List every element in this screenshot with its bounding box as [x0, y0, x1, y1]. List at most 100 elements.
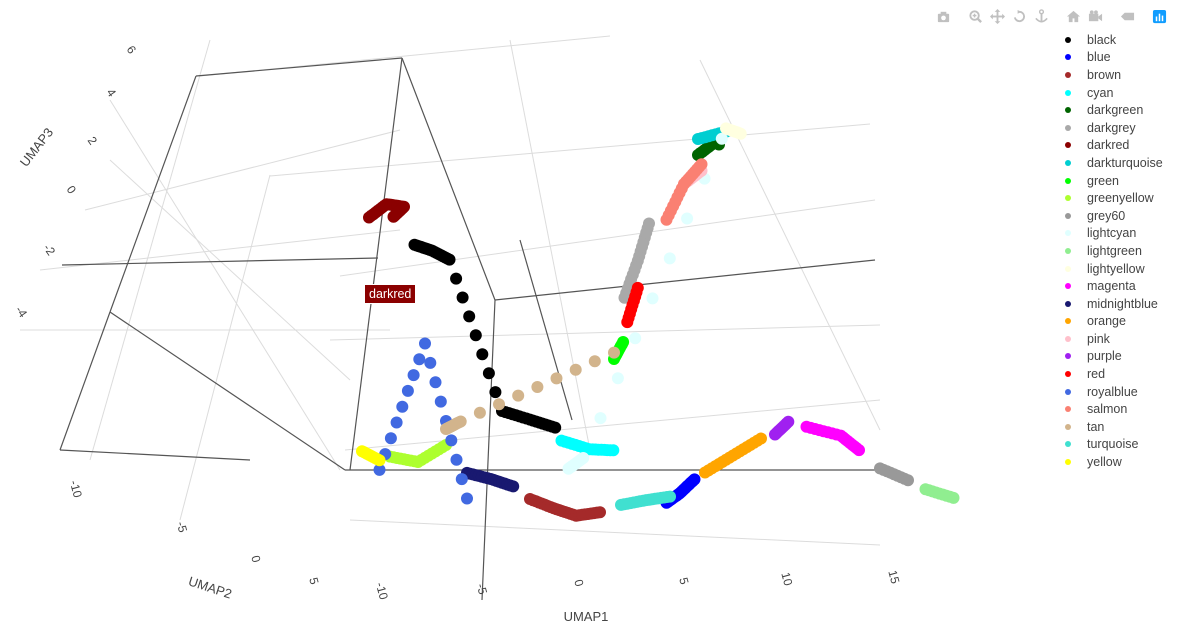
- reset-camera-button[interactable]: [1063, 6, 1083, 26]
- point-royalblue[interactable]: [455, 473, 468, 486]
- point-tan[interactable]: [512, 389, 525, 402]
- point-darkred[interactable]: [387, 210, 400, 223]
- legend-item-cyan[interactable]: cyan: [1062, 84, 1172, 102]
- point-black[interactable]: [463, 310, 476, 323]
- legend-item-turquoise[interactable]: turquoise: [1062, 436, 1172, 454]
- point-royalblue[interactable]: [461, 492, 473, 505]
- legend-item-lightcyan[interactable]: lightcyan: [1062, 225, 1172, 243]
- point-royalblue[interactable]: [445, 434, 458, 447]
- point-black[interactable]: [482, 367, 495, 380]
- last-saved-view-button[interactable]: [1085, 6, 1105, 26]
- point-royalblue[interactable]: [401, 384, 414, 397]
- point-lightcyan[interactable]: [663, 252, 676, 265]
- point-darkgrey[interactable]: [643, 217, 655, 230]
- point-tan[interactable]: [493, 398, 505, 411]
- legend-item-salmon[interactable]: salmon: [1062, 400, 1172, 418]
- legend-item-darkgreen[interactable]: darkgreen: [1062, 101, 1172, 119]
- point-lightcyan[interactable]: [594, 412, 607, 425]
- legend-item-blue[interactable]: blue: [1062, 49, 1172, 67]
- point-brown[interactable]: [594, 506, 606, 519]
- legend-item-darkred[interactable]: darkred: [1062, 137, 1172, 155]
- point-black[interactable]: [476, 348, 489, 361]
- point-royalblue[interactable]: [390, 416, 403, 429]
- point-cyan[interactable]: [607, 444, 620, 457]
- legend-item-magenta[interactable]: magenta: [1062, 277, 1172, 295]
- point-grey60[interactable]: [902, 474, 914, 487]
- point-royalblue[interactable]: [419, 337, 431, 350]
- legend-marker: [1065, 195, 1071, 202]
- point-black[interactable]: [549, 421, 562, 434]
- legend-item-darkgrey[interactable]: darkgrey: [1062, 119, 1172, 137]
- legend-item-greenyellow[interactable]: greenyellow: [1062, 189, 1172, 207]
- legend-item-orange[interactable]: orange: [1062, 313, 1172, 331]
- legend-item-royalblue[interactable]: royalblue: [1062, 383, 1172, 401]
- point-tan[interactable]: [608, 346, 620, 359]
- point-red[interactable]: [631, 281, 644, 294]
- point-black[interactable]: [450, 272, 463, 285]
- point-royalblue[interactable]: [396, 400, 409, 413]
- legend-label: darkturquoise: [1087, 155, 1163, 170]
- point-royalblue[interactable]: [407, 369, 420, 382]
- point-lightcyan[interactable]: [577, 452, 590, 464]
- legend-item-green[interactable]: green: [1062, 172, 1172, 190]
- point-lightcyan[interactable]: [646, 292, 659, 305]
- cluster-points: [356, 122, 960, 522]
- point-royalblue[interactable]: [413, 353, 426, 366]
- point-turquoise[interactable]: [664, 490, 676, 503]
- point-midnightblue[interactable]: [507, 480, 520, 493]
- orbit-rotation-button[interactable]: [1009, 6, 1029, 26]
- point-lightcyan[interactable]: [629, 332, 642, 345]
- point-lightgreen[interactable]: [947, 491, 960, 504]
- point-yellow[interactable]: [373, 454, 386, 467]
- point-black[interactable]: [469, 329, 482, 342]
- point-royalblue[interactable]: [429, 376, 442, 389]
- point-tan[interactable]: [569, 363, 582, 376]
- z-tick-label: 4: [104, 86, 119, 100]
- legend-item-pink[interactable]: pink: [1062, 330, 1172, 348]
- legend-item-lightyellow[interactable]: lightyellow: [1062, 260, 1172, 278]
- point-royalblue[interactable]: [384, 432, 397, 445]
- legend-item-darkturquoise[interactable]: darkturquoise: [1062, 154, 1172, 172]
- point-royalblue[interactable]: [373, 463, 386, 476]
- camera-button[interactable]: [933, 6, 953, 26]
- point-black[interactable]: [443, 253, 456, 266]
- legend-item-brown[interactable]: brown: [1062, 66, 1172, 84]
- point-tan[interactable]: [531, 381, 544, 393]
- orbit-rotation-icon: [1013, 9, 1025, 22]
- point-magenta[interactable]: [853, 444, 865, 457]
- legend-item-yellow[interactable]: yellow: [1062, 453, 1172, 471]
- turntable-rotation-button[interactable]: [1031, 6, 1051, 26]
- legend-item-grey60[interactable]: grey60: [1062, 207, 1172, 225]
- point-black[interactable]: [489, 386, 502, 399]
- point-royalblue[interactable]: [450, 453, 463, 466]
- point-green[interactable]: [617, 336, 630, 348]
- point-tan[interactable]: [588, 355, 601, 368]
- point-salmon[interactable]: [695, 158, 708, 171]
- point-lightcyan[interactable]: [715, 132, 728, 145]
- point-tan[interactable]: [454, 415, 467, 428]
- point-tan[interactable]: [550, 372, 563, 385]
- legend-item-lightgreen[interactable]: lightgreen: [1062, 242, 1172, 260]
- point-lightyellow[interactable]: [734, 127, 747, 140]
- point-royalblue[interactable]: [424, 356, 437, 369]
- y-tick-label: -10: [67, 479, 85, 500]
- point-royalblue[interactable]: [434, 395, 447, 408]
- pan-icon: [989, 8, 1005, 24]
- point-orange[interactable]: [755, 432, 767, 445]
- point-lightcyan[interactable]: [611, 372, 624, 385]
- legend-item-tan[interactable]: tan: [1062, 418, 1172, 436]
- zoom-button[interactable]: [965, 6, 985, 26]
- legend-item-black[interactable]: black: [1062, 31, 1172, 49]
- plotly-logo-button[interactable]: [1149, 6, 1169, 26]
- pan-button[interactable]: [987, 6, 1007, 26]
- point-tan[interactable]: [473, 406, 486, 419]
- point-lightcyan[interactable]: [681, 212, 694, 225]
- legend-item-midnightblue[interactable]: midnightblue: [1062, 295, 1172, 313]
- point-black[interactable]: [456, 291, 469, 304]
- point-blue[interactable]: [688, 473, 701, 486]
- toggle-spike-lines-button[interactable]: [1117, 6, 1137, 26]
- legend-item-red[interactable]: red: [1062, 365, 1172, 383]
- legend-item-purple[interactable]: purple: [1062, 348, 1172, 366]
- point-purple[interactable]: [782, 415, 795, 428]
